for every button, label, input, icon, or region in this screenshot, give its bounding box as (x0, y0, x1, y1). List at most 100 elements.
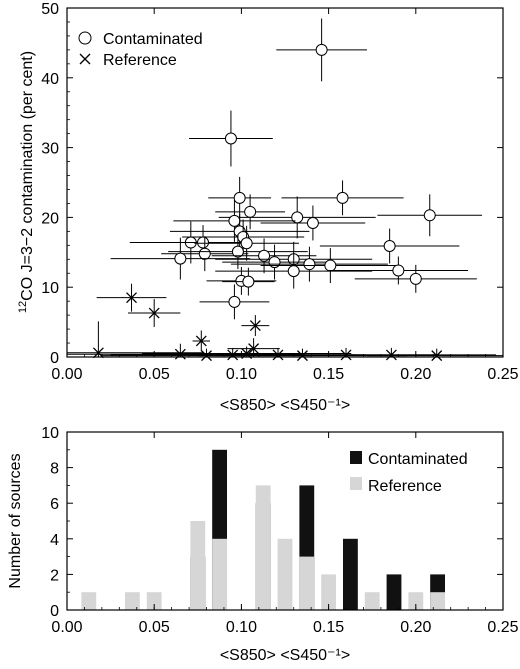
y-tick-label: 0 (50, 603, 59, 620)
reference-bar (124, 592, 140, 610)
reference-point (431, 350, 443, 362)
contaminated-point (197, 236, 210, 249)
contaminated-point (231, 245, 244, 258)
legend-contaminated-label: Contaminated (103, 31, 203, 48)
x-tick-label: 0.20 (400, 619, 431, 636)
contaminated-point (306, 216, 319, 229)
contaminated-point (244, 205, 257, 218)
x-tick-label: 0.00 (51, 619, 82, 636)
reference-bar (255, 485, 271, 610)
cross-stroke (431, 350, 443, 362)
histogram-y-axis-label: Number of sources (7, 453, 24, 588)
y-tick-label: 4 (50, 532, 59, 549)
contaminated-point (228, 214, 241, 227)
contaminated-point (303, 258, 316, 271)
contaminated-point (174, 252, 187, 265)
legend-reference-swatch (350, 477, 362, 490)
contaminated-point (383, 240, 396, 253)
cross-stroke (249, 320, 261, 332)
contaminated-point (392, 264, 405, 277)
legend-contaminated-swatch (350, 451, 362, 464)
legend-contaminated-text: Contaminated (368, 451, 468, 468)
y-tick-label: 0 (50, 350, 59, 367)
scatter-panel: 0.00 0.05 0.10 0.15 0.20 0.25 0 10 20 30 40 50 12C… (17, 1, 519, 414)
y-tick-label: 2 (50, 567, 59, 584)
x-tick-label: 0.10 (226, 366, 257, 383)
contaminated-point (224, 132, 237, 145)
reference-point (249, 320, 261, 332)
reference-bar (81, 592, 97, 610)
histogram-y-ticks: 0 2 4 6 8 10 (41, 425, 503, 620)
contaminated-point (268, 256, 281, 269)
reference-bar (364, 592, 380, 610)
x-tick-label: 0.00 (51, 366, 82, 383)
legend-cross-marker (79, 53, 91, 65)
cross-stroke (92, 347, 104, 359)
cross-stroke (148, 307, 160, 319)
contaminated-point (423, 209, 436, 222)
reference-bar (146, 592, 162, 610)
cross-stroke (126, 292, 137, 304)
histogram-plot-area (81, 449, 446, 610)
y-tick-label: 50 (41, 1, 59, 18)
x-tick-label: 0.05 (139, 619, 170, 636)
legend-reference-text: Reference (368, 478, 442, 495)
histogram-x-ticks: 0.00 0.05 0.10 0.15 0.20 0.25 (51, 432, 519, 636)
reference-bar (190, 521, 206, 610)
contaminated-point (336, 191, 349, 204)
contaminated-point (242, 275, 255, 288)
reference-point (296, 350, 308, 362)
reference-point (385, 349, 397, 361)
y-tick-label: 8 (50, 461, 59, 478)
contaminated-point (240, 237, 253, 250)
contaminated-point (409, 272, 422, 285)
reference-point (148, 307, 160, 319)
legend-circle-marker (78, 31, 92, 45)
y-tick-label: 40 (41, 71, 59, 88)
scatter-x-ticks: 0.00 0.05 0.10 0.15 0.20 0.25 (51, 8, 519, 383)
y-tick-label: 20 (41, 210, 59, 227)
y-tick-label: 10 (41, 425, 59, 442)
contaminated-point (233, 191, 246, 204)
contaminated-bar (386, 574, 402, 610)
histogram-x-axis-label: <S850> <S450⁻¹> (220, 647, 350, 664)
y-tick-label: 6 (50, 496, 59, 513)
reference-bar (212, 538, 228, 610)
x-tick-label: 0.10 (226, 619, 257, 636)
histogram-panel: 0.00 0.05 0.10 0.15 0.20 0.25 0 2 4 6 8 10 Number … (7, 425, 519, 664)
reference-point (126, 292, 137, 304)
scatter-frame (66, 7, 504, 358)
cross-stroke (385, 349, 397, 361)
reference-bar (277, 538, 293, 610)
histogram-legend: Contaminated Reference (350, 451, 468, 495)
contaminated-point (315, 43, 328, 56)
scatter-y-axis-label: 12CO J=3−2 contamination (per cent) (17, 51, 36, 313)
x-tick-label: 0.25 (487, 366, 518, 383)
reference-bar (430, 592, 446, 610)
y-tick-label: 30 (41, 141, 59, 158)
reference-bar (321, 574, 337, 610)
reference-bar (408, 592, 424, 610)
contaminated-point (258, 249, 271, 262)
scatter-legend: Contaminated Reference (78, 31, 203, 69)
cross-stroke (195, 335, 207, 347)
contaminated-point (324, 259, 337, 272)
x-tick-label: 0.05 (139, 366, 170, 383)
scatter-plot-area (67, 18, 503, 362)
x-tick-label: 0.20 (400, 366, 431, 383)
x-tick-label: 0.25 (487, 619, 518, 636)
contaminated-point (287, 265, 300, 278)
contaminated-point (228, 295, 241, 308)
contaminated-bar (342, 538, 358, 610)
reference-point (195, 335, 207, 347)
reference-point (248, 343, 260, 355)
scatter-x-axis-label: <S850> <S450⁻¹> (220, 397, 350, 414)
scatter-y-axis-label-text: CO J=3−2 contamination (per cent) (19, 51, 36, 301)
scatter-y-ticks: 0 10 20 30 40 50 (41, 1, 503, 367)
cross-stroke (296, 350, 308, 362)
y-tick-label: 10 (41, 280, 59, 297)
x-tick-label: 0.15 (313, 366, 344, 383)
legend-reference-label: Reference (103, 52, 177, 69)
reference-bar (299, 556, 315, 610)
